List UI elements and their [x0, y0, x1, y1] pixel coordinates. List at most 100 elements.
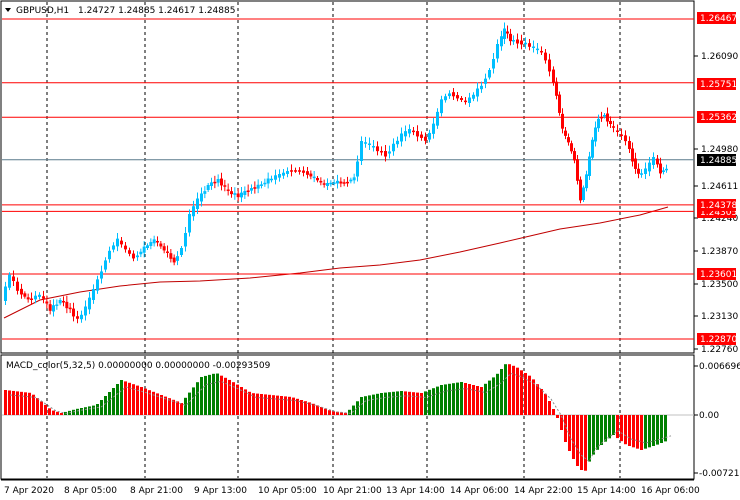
macd-bar	[656, 415, 659, 445]
level-price-tags: 1.26467 1.25751 1.25362 1.24885 1.24305 …	[697, 12, 737, 345]
macd-bar	[204, 375, 207, 415]
candle-body	[488, 70, 491, 78]
candle-body	[166, 251, 169, 253]
macd-bar	[56, 411, 59, 415]
candle-body	[368, 143, 371, 146]
macd-bar	[532, 379, 535, 415]
candle-body	[432, 123, 435, 134]
macd-bar	[124, 381, 127, 415]
macd-tick: 0.0066961	[699, 362, 740, 372]
candle-body	[172, 257, 176, 263]
macd-bar	[636, 415, 639, 449]
candle-body	[266, 178, 270, 184]
macd-bar	[292, 397, 295, 415]
candle-body	[210, 182, 213, 186]
macd-bar	[524, 373, 527, 415]
price-tick: 1.24611	[701, 182, 738, 192]
macd-bar	[240, 387, 243, 415]
macd-bar	[92, 405, 95, 415]
candle-body	[188, 214, 191, 233]
candle-body	[524, 42, 527, 45]
candle-body	[536, 48, 539, 51]
macd-bar	[224, 377, 227, 415]
candle-body	[662, 170, 665, 172]
level-tag	[697, 333, 736, 345]
candle-body	[240, 192, 243, 198]
macd-bar	[512, 365, 515, 415]
macd-bar	[4, 390, 7, 415]
macd-bar	[84, 407, 87, 415]
candle-body	[4, 286, 7, 301]
candle-body	[12, 276, 15, 282]
macd-bar	[208, 374, 211, 415]
macd-bar	[628, 415, 631, 446]
candle-body	[236, 193, 240, 198]
candle-body	[159, 243, 163, 247]
macd-bar	[600, 415, 603, 445]
candle-body	[223, 185, 227, 187]
level-tag-text: 1.25751	[700, 80, 737, 90]
dropdown-triangle-icon[interactable]	[5, 8, 11, 12]
macd-bar	[572, 415, 575, 459]
candle-body	[233, 193, 237, 195]
macd-bar	[588, 415, 591, 462]
candle-body	[585, 174, 588, 189]
candle-body	[500, 36, 503, 47]
macd-bar	[320, 407, 323, 415]
candle-body	[612, 126, 615, 128]
price-axis[interactable]: 1.26090 1.24980 1.24611 1.24240 1.23870 …	[694, 52, 738, 355]
candle-body	[460, 98, 463, 100]
candle-body	[65, 301, 69, 309]
macd-bar	[280, 396, 283, 415]
time-label: 15 Apr 14:00	[577, 486, 636, 496]
time-axis[interactable]: 7 Apr 2020 8 Apr 05:00 8 Apr 21:00 9 Apr…	[1, 479, 700, 496]
candle-body	[278, 174, 281, 178]
macd-bar	[488, 380, 491, 415]
candle-body	[659, 163, 662, 174]
candle-body	[648, 162, 651, 172]
candle-body	[290, 170, 293, 172]
macd-bar	[516, 367, 519, 415]
candle-body	[637, 168, 640, 174]
candle-body	[376, 146, 379, 152]
symbol-label: GBPUSD,H1	[16, 6, 69, 16]
current-price-text: 1.24885	[700, 156, 737, 166]
candle-body	[558, 94, 561, 113]
macd-bar	[248, 391, 251, 415]
macd-bar	[100, 400, 103, 415]
price-tick: 1.26090	[701, 52, 738, 62]
macd-bar	[180, 403, 183, 415]
macd-bar	[344, 412, 347, 415]
macd-bar	[272, 395, 275, 415]
time-label: 10 Apr 21:00	[323, 486, 382, 496]
macd-bar	[508, 364, 511, 415]
macd-bar	[660, 415, 663, 443]
candle-body	[656, 158, 659, 165]
level-tag	[697, 199, 736, 211]
candle-body	[484, 78, 487, 84]
candle-body	[316, 178, 319, 181]
candle-body	[162, 246, 166, 251]
macd-bar	[328, 410, 331, 415]
macd-bar	[408, 391, 411, 415]
candle-body	[492, 58, 495, 69]
macd-bar	[168, 398, 171, 415]
macd-bar	[392, 391, 395, 415]
macd-axis[interactable]: 0.0066961 0.00 -0.0072190	[694, 362, 740, 479]
candle-body	[55, 304, 59, 306]
candle-body	[665, 168, 668, 171]
candle-body	[540, 50, 543, 53]
candle-body	[180, 248, 183, 255]
level-tag-text: 1.24305	[700, 208, 737, 218]
macd-bar	[420, 393, 423, 415]
candle-body	[58, 300, 62, 304]
candle-body	[220, 178, 223, 186]
candle-body	[640, 173, 643, 175]
macd-bar	[432, 388, 435, 415]
macd-bar	[544, 393, 547, 415]
candle-body	[400, 133, 403, 142]
candle-body	[34, 295, 37, 300]
candle-body	[512, 40, 515, 42]
time-label: 7 Apr 2020	[4, 486, 54, 496]
